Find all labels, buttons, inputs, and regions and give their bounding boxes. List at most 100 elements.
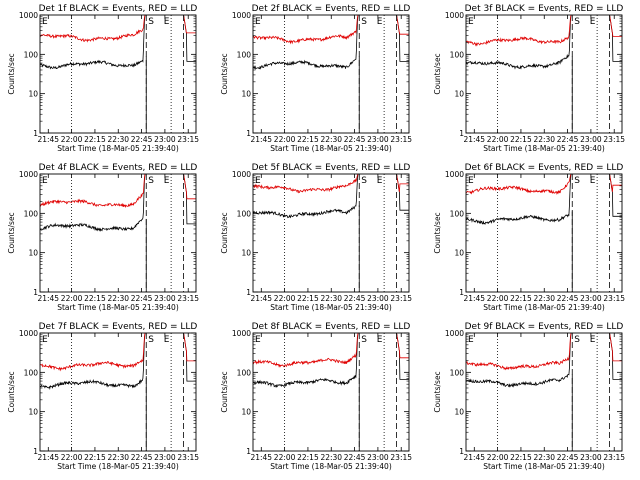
segment-annotation: S xyxy=(574,17,580,27)
y-tick-label: 100 xyxy=(450,368,465,377)
x-tick-label: 22:30 xyxy=(320,294,342,303)
x-tick-label: 22:00 xyxy=(274,453,296,462)
x-tick-label: 23:00 xyxy=(154,294,176,303)
chart-panel-8: Det 8f BLACK = Events, RED = LLD 1 10 100 10… xyxy=(220,322,412,471)
x-tick-label: 21:45 xyxy=(250,294,272,303)
y-tick-label: 10 xyxy=(28,90,38,99)
plot-frame xyxy=(39,332,197,452)
events-series-line xyxy=(40,174,196,232)
segment-annotation: E xyxy=(468,335,474,345)
y-axis-label: Counts/sec xyxy=(7,371,16,412)
x-tick-label: 22:30 xyxy=(533,294,555,303)
x-tick-label: 22:00 xyxy=(61,294,83,303)
chart-title: Det 2f BLACK = Events, RED = LLD xyxy=(252,4,411,14)
x-tick-label: 22:15 xyxy=(510,453,532,462)
x-tick-label: 22:15 xyxy=(297,294,319,303)
segment-annotation: E xyxy=(590,17,596,27)
segment-annotation: E xyxy=(42,335,48,345)
x-axis-label: Start Time (18-Mar-05 21:39:40) xyxy=(483,462,605,471)
x-tick-label: 23:00 xyxy=(580,294,602,303)
events-series-line xyxy=(253,174,409,219)
segment-annotation: E xyxy=(377,176,383,186)
y-tick-label: 10 xyxy=(241,90,251,99)
x-tick-label: 22:45 xyxy=(557,294,579,303)
segment-annotation: E xyxy=(255,17,261,27)
x-tick-label: 23:00 xyxy=(367,453,389,462)
chart-panel-3: Det 3f BLACK = Events, RED = LLD 1 10 100 10… xyxy=(433,4,625,153)
y-tick-label: 10 xyxy=(241,249,251,258)
y-axis-label: Counts/sec xyxy=(220,371,229,412)
segment-annotation: E xyxy=(164,17,170,27)
y-axis-label: Counts/sec xyxy=(433,53,442,94)
chart-panel-1: Det 1f BLACK = Events, RED = LLD 1 10 100 10… xyxy=(7,4,199,153)
y-axis-label: Counts/sec xyxy=(7,212,16,253)
x-tick-label: 22:30 xyxy=(107,135,129,144)
chart-title: Det 9f BLACK = Events, RED = LLD xyxy=(465,322,624,332)
x-tick-label: 23:15 xyxy=(177,135,199,144)
x-tick-label: 22:00 xyxy=(487,294,509,303)
y-tick-label: 100 xyxy=(450,209,465,218)
x-axis-label: Start Time (18-Mar-05 21:39:40) xyxy=(483,144,605,153)
segment-annotation: S xyxy=(361,176,367,186)
y-tick-label: 100 xyxy=(24,209,39,218)
segment-annotation: E xyxy=(468,176,474,186)
chart-title: Det 8f BLACK = Events, RED = LLD xyxy=(252,322,411,332)
y-tick-label: 1000 xyxy=(232,11,251,20)
x-tick-label: 23:00 xyxy=(367,294,389,303)
x-tick-label: 22:45 xyxy=(131,135,153,144)
y-tick-label: 1 xyxy=(33,447,38,456)
y-tick-label: 1 xyxy=(33,288,38,297)
events-series-line xyxy=(40,333,196,390)
y-tick-label: 1000 xyxy=(445,329,464,338)
x-tick-label: 22:30 xyxy=(320,135,342,144)
y-tick-label: 10 xyxy=(28,249,38,258)
chart-title: Det 4f BLACK = Events, RED = LLD xyxy=(39,163,198,173)
x-tick-label: 21:45 xyxy=(250,453,272,462)
x-tick-label: 21:45 xyxy=(250,135,272,144)
y-tick-label: 1000 xyxy=(232,170,251,179)
y-tick-label: 10 xyxy=(454,90,464,99)
plot-frame xyxy=(465,332,623,452)
chart-title: Det 6f BLACK = Events, RED = LLD xyxy=(465,163,624,173)
y-tick-label: 1000 xyxy=(19,170,38,179)
plot-frame xyxy=(39,173,197,293)
y-tick-label: 1 xyxy=(246,447,251,456)
segment-annotation: E xyxy=(164,176,170,186)
series-group xyxy=(466,333,622,451)
y-tick-label: 1000 xyxy=(232,329,251,338)
x-tick-label: 22:15 xyxy=(297,453,319,462)
chart-title: Det 3f BLACK = Events, RED = LLD xyxy=(465,4,624,14)
segment-annotation: E xyxy=(255,176,261,186)
y-tick-label: 10 xyxy=(241,408,251,417)
y-tick-label: 1 xyxy=(459,129,464,138)
segment-annotation: E xyxy=(590,335,596,345)
segment-annotation: E xyxy=(377,335,383,345)
x-axis-label: Start Time (18-Mar-05 21:39:40) xyxy=(57,462,179,471)
y-tick-label: 1 xyxy=(33,129,38,138)
y-tick-label: 100 xyxy=(450,50,465,59)
plot-frame xyxy=(252,14,410,134)
y-tick-label: 10 xyxy=(28,408,38,417)
series-group xyxy=(466,174,622,292)
y-axis-label: Counts/sec xyxy=(220,53,229,94)
y-tick-label: 1 xyxy=(459,288,464,297)
segment-annotation: S xyxy=(148,176,154,186)
x-tick-label: 21:45 xyxy=(463,135,485,144)
x-tick-label: 23:00 xyxy=(367,135,389,144)
x-tick-label: 21:45 xyxy=(37,135,59,144)
chart-panel-6: Det 6f BLACK = Events, RED = LLD 1 10 100 10… xyxy=(433,163,625,312)
x-tick-label: 22:15 xyxy=(510,135,532,144)
plot-frame xyxy=(465,14,623,134)
segment-annotation: E xyxy=(590,176,596,186)
segment-annotation: E xyxy=(164,335,170,345)
x-tick-label: 22:30 xyxy=(320,453,342,462)
lld-series-line xyxy=(466,15,622,47)
x-tick-label: 22:15 xyxy=(510,294,532,303)
x-tick-label: 22:45 xyxy=(557,453,579,462)
lld-series-line xyxy=(40,174,196,209)
segment-annotation: E xyxy=(468,17,474,27)
segment-annotation: E xyxy=(42,176,48,186)
segment-annotation: E xyxy=(255,335,261,345)
x-tick-label: 23:15 xyxy=(390,453,412,462)
x-tick-label: 22:45 xyxy=(131,294,153,303)
